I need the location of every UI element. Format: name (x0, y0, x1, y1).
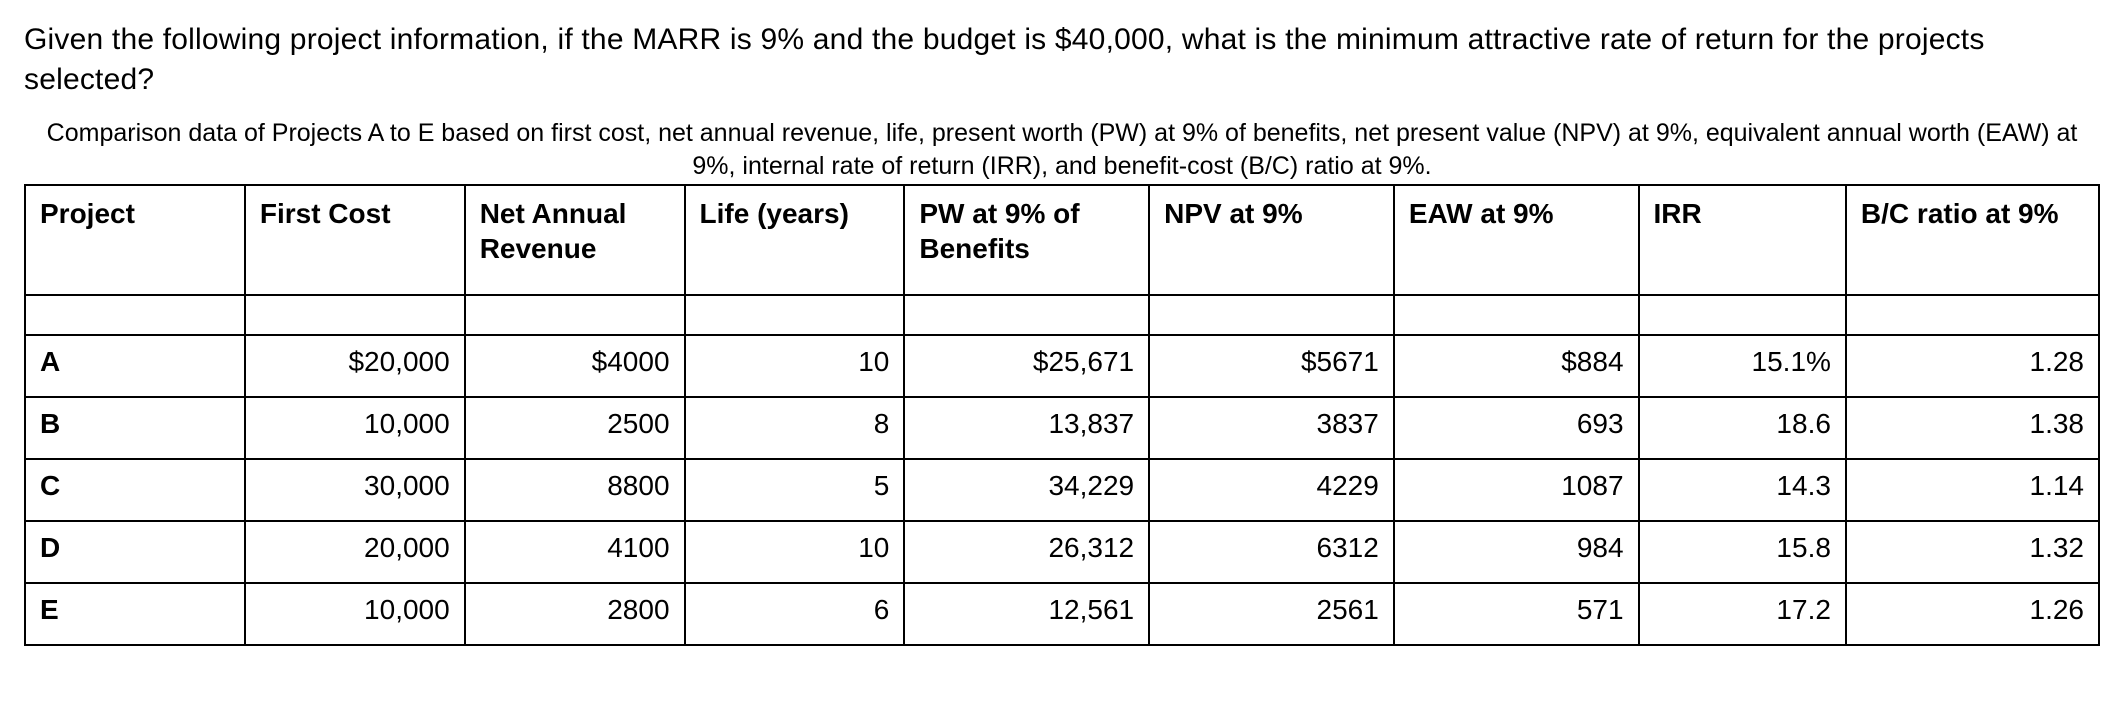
cell-eaw: 1087 (1394, 459, 1639, 521)
col-header-project: Project (25, 185, 245, 295)
projects-table: Project First Cost Net Annual Revenue Li… (24, 184, 2100, 646)
cell-nar: 4100 (465, 521, 685, 583)
cell-first-cost: 10,000 (245, 397, 465, 459)
cell-life: 5 (685, 459, 905, 521)
question-text: Given the following project information,… (24, 20, 2100, 99)
table-row: C 30,000 8800 5 34,229 4229 1087 14.3 1.… (25, 459, 2099, 521)
cell-npv: 6312 (1149, 521, 1394, 583)
table-body: A $20,000 $4000 10 $25,671 $5671 $884 15… (25, 295, 2099, 645)
col-header-bc: B/C ratio at 9% (1846, 185, 2099, 295)
cell-first-cost: $20,000 (245, 335, 465, 397)
table-caption: Comparison data of Projects A to E based… (24, 117, 2100, 182)
cell-life: 10 (685, 335, 905, 397)
cell-project: E (25, 583, 245, 645)
col-header-npv: NPV at 9% (1149, 185, 1394, 295)
table-row: B 10,000 2500 8 13,837 3837 693 18.6 1.3… (25, 397, 2099, 459)
cell-pw: 12,561 (904, 583, 1149, 645)
cell-nar: 8800 (465, 459, 685, 521)
col-header-pw: PW at 9% of Benefits (904, 185, 1149, 295)
cell-bc: 1.32 (1846, 521, 2099, 583)
cell-pw: $25,671 (904, 335, 1149, 397)
cell-irr: 14.3 (1639, 459, 1846, 521)
col-header-first-cost: First Cost (245, 185, 465, 295)
col-header-irr: IRR (1639, 185, 1846, 295)
cell-pw: 34,229 (904, 459, 1149, 521)
table-row: A $20,000 $4000 10 $25,671 $5671 $884 15… (25, 335, 2099, 397)
cell-eaw: $884 (1394, 335, 1639, 397)
cell-npv: $5671 (1149, 335, 1394, 397)
cell-life: 10 (685, 521, 905, 583)
cell-nar: 2800 (465, 583, 685, 645)
cell-eaw: 984 (1394, 521, 1639, 583)
cell-life: 8 (685, 397, 905, 459)
cell-eaw: 693 (1394, 397, 1639, 459)
cell-nar: 2500 (465, 397, 685, 459)
cell-irr: 17.2 (1639, 583, 1846, 645)
cell-irr: 15.1% (1639, 335, 1846, 397)
cell-project: B (25, 397, 245, 459)
cell-first-cost: 30,000 (245, 459, 465, 521)
cell-first-cost: 10,000 (245, 583, 465, 645)
cell-bc: 1.26 (1846, 583, 2099, 645)
cell-nar: $4000 (465, 335, 685, 397)
cell-project: C (25, 459, 245, 521)
col-header-eaw: EAW at 9% (1394, 185, 1639, 295)
table-spacer-row (25, 295, 2099, 335)
cell-npv: 3837 (1149, 397, 1394, 459)
page-root: Given the following project information,… (0, 0, 2124, 646)
cell-project: D (25, 521, 245, 583)
cell-life: 6 (685, 583, 905, 645)
cell-npv: 2561 (1149, 583, 1394, 645)
col-header-life: Life (years) (685, 185, 905, 295)
cell-bc: 1.38 (1846, 397, 2099, 459)
cell-irr: 18.6 (1639, 397, 1846, 459)
cell-bc: 1.28 (1846, 335, 2099, 397)
cell-project: A (25, 335, 245, 397)
cell-bc: 1.14 (1846, 459, 2099, 521)
table-row: D 20,000 4100 10 26,312 6312 984 15.8 1.… (25, 521, 2099, 583)
col-header-nar: Net Annual Revenue (465, 185, 685, 295)
cell-first-cost: 20,000 (245, 521, 465, 583)
cell-pw: 26,312 (904, 521, 1149, 583)
table-header-row: Project First Cost Net Annual Revenue Li… (25, 185, 2099, 295)
table-row: E 10,000 2800 6 12,561 2561 571 17.2 1.2… (25, 583, 2099, 645)
cell-irr: 15.8 (1639, 521, 1846, 583)
cell-eaw: 571 (1394, 583, 1639, 645)
cell-pw: 13,837 (904, 397, 1149, 459)
cell-npv: 4229 (1149, 459, 1394, 521)
